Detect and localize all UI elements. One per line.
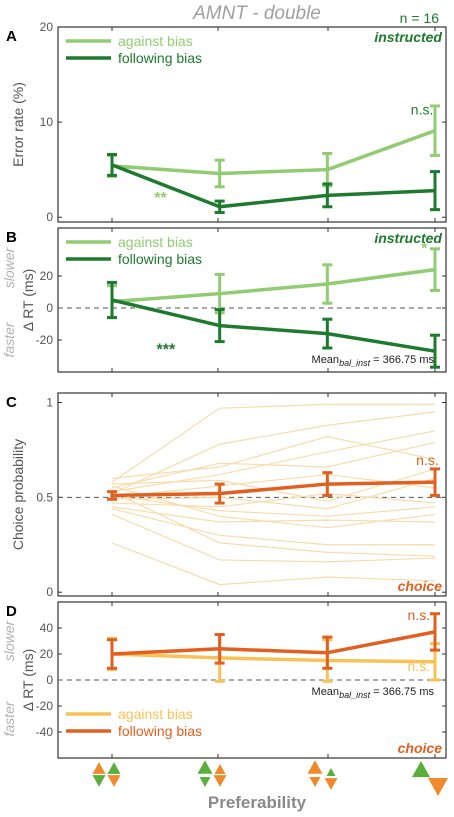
condition-tag: instructed bbox=[374, 29, 442, 45]
series-line bbox=[111, 267, 436, 304]
subject-line bbox=[111, 411, 436, 495]
mean-note: Meanbal_inst = 366.75 ms bbox=[312, 354, 435, 368]
subject-line bbox=[111, 494, 436, 517]
faster-label: faster bbox=[1, 321, 17, 357]
subject-line bbox=[111, 542, 436, 586]
y-axis-label: Δ RT (ms) bbox=[20, 269, 36, 332]
preferability-icons bbox=[92, 760, 448, 796]
series-line bbox=[111, 480, 436, 498]
x-axis-label: Preferability bbox=[208, 793, 307, 812]
significance-label: n.s. bbox=[408, 607, 431, 623]
y-tick-label: 0 bbox=[46, 585, 53, 599]
panel-frame bbox=[57, 392, 447, 597]
panel-frame bbox=[57, 227, 447, 373]
subject-line bbox=[111, 477, 436, 510]
significance-label: ** bbox=[154, 190, 167, 207]
condition-tag: choice bbox=[398, 740, 443, 756]
subject-line bbox=[111, 430, 436, 493]
panel-frame bbox=[57, 26, 447, 223]
slower-label: slower bbox=[1, 619, 17, 661]
up-triangle-icon bbox=[326, 767, 336, 777]
subject-line bbox=[111, 513, 436, 563]
series-line bbox=[111, 652, 436, 664]
series-line bbox=[111, 129, 436, 176]
down-triangle-icon bbox=[199, 777, 211, 787]
significance-label: n.s. bbox=[411, 102, 434, 118]
significance-label: n.s. bbox=[408, 658, 431, 674]
up-triangle-icon bbox=[107, 762, 121, 774]
up-triangle-icon bbox=[412, 760, 430, 778]
figure-title: AMNT - double bbox=[192, 3, 321, 24]
y-tick-label: 0 bbox=[46, 210, 53, 224]
up-triangle-icon bbox=[197, 760, 213, 774]
down-triangle-icon bbox=[107, 775, 121, 787]
down-triangle-icon bbox=[309, 777, 321, 787]
y-tick-label: 20 bbox=[40, 647, 54, 661]
subject-line bbox=[111, 506, 436, 523]
y-tick-label: 20 bbox=[40, 20, 54, 34]
faster-label: faster bbox=[1, 700, 17, 736]
down-triangle-icon bbox=[428, 778, 448, 796]
subject-line bbox=[111, 491, 436, 557]
legend-label: against bias bbox=[118, 706, 193, 722]
down-triangle-icon bbox=[213, 775, 227, 787]
legend-label: against bias bbox=[118, 33, 193, 49]
subject-line bbox=[111, 403, 435, 483]
y-tick-label: 40 bbox=[40, 621, 54, 635]
down-triangle-icon bbox=[92, 775, 106, 787]
legend-label: following bias bbox=[118, 251, 202, 267]
up-triangle-icon bbox=[307, 760, 323, 774]
significance-label: *** bbox=[156, 341, 175, 358]
y-tick-label: 0 bbox=[46, 673, 53, 687]
panel-letter: B bbox=[6, 229, 17, 246]
subject-line bbox=[111, 436, 436, 479]
panel-letter: D bbox=[6, 603, 17, 620]
y-tick-label: 1 bbox=[46, 395, 53, 409]
y-tick-label: 0.5 bbox=[36, 490, 53, 504]
subject-line bbox=[111, 508, 435, 546]
y-tick-label: 20 bbox=[40, 269, 54, 283]
condition-tag: instructed bbox=[374, 230, 442, 246]
series-line bbox=[111, 630, 436, 656]
slower-label: slower bbox=[1, 246, 17, 288]
up-triangle-icon bbox=[92, 762, 106, 774]
series-line bbox=[111, 163, 436, 209]
panel-c: C 0 0.5 1 Choice probability n.s. choice bbox=[6, 392, 447, 599]
panel-letter: A bbox=[6, 28, 17, 45]
subject-line bbox=[111, 441, 436, 489]
significance-label: n.s. bbox=[416, 452, 439, 468]
panel-a: A 0 10 20 Error rate (%) ** n.s. against biasfo… bbox=[6, 20, 447, 224]
subject-line bbox=[111, 492, 436, 508]
mean-note: Meanbal_inst = 366.75 ms bbox=[312, 686, 435, 700]
y-tick-label: -40 bbox=[36, 725, 54, 739]
subject-line bbox=[111, 468, 436, 502]
y-axis-label: Δ RT (ms) bbox=[20, 649, 36, 712]
y-axis-label: Choice probability bbox=[10, 439, 26, 550]
significance-label: * bbox=[421, 241, 428, 258]
legend-label: following bias bbox=[118, 723, 202, 739]
n-label: n = 16 bbox=[400, 10, 440, 26]
panel-letter: C bbox=[6, 394, 17, 411]
legend-label: against bias bbox=[118, 234, 193, 250]
condition-tag: choice bbox=[398, 578, 443, 594]
series-line bbox=[111, 298, 436, 353]
y-axis-label: Error rate (%) bbox=[10, 82, 26, 167]
y-tick-label: 10 bbox=[40, 115, 54, 129]
y-tick-label: -20 bbox=[36, 333, 54, 347]
panel-d: D -40 -20 0 20 40 Δ RT (ms)slower faster n.s. n.s… bbox=[1, 601, 447, 759]
up-triangle-icon bbox=[214, 764, 226, 774]
legend-label: following bias bbox=[118, 50, 202, 66]
down-triangle-icon bbox=[324, 778, 338, 790]
y-tick-label: 0 bbox=[46, 301, 53, 315]
subject-line bbox=[111, 473, 436, 498]
y-tick-label: -20 bbox=[36, 699, 54, 713]
